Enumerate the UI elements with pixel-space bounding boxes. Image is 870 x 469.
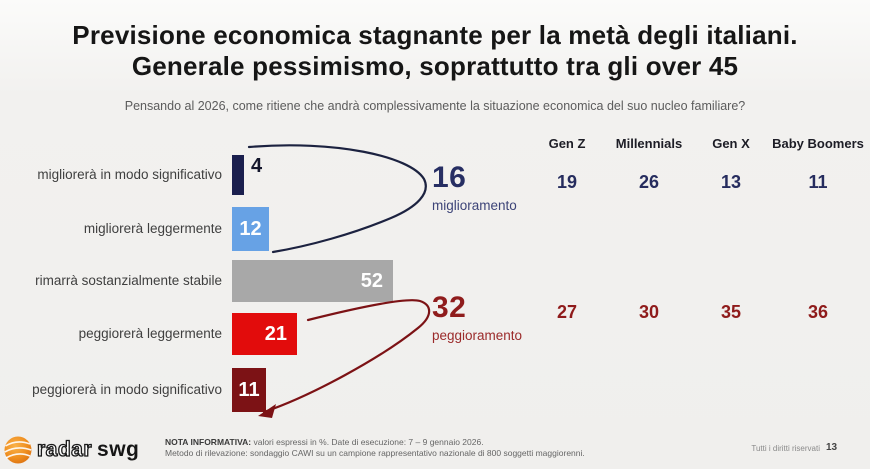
bar-value-label: 52 <box>360 269 383 292</box>
note-line2: Metodo di rilevazione: sondaggio CAWI su… <box>165 447 585 458</box>
note-line1: NOTA INFORMATIVA: valori espressi in %. … <box>165 437 685 448</box>
slide-title: Previsione economica stagnante per la me… <box>0 20 870 82</box>
generation-value-miglioramento: 19 <box>556 172 578 192</box>
footer: radar swg NOTA INFORMATIVA: valori espre… <box>0 430 870 469</box>
rights-text: Tutti i diritti riservati <box>751 444 820 453</box>
bar-category-label: migliorerà in modo significativo <box>37 167 222 182</box>
bar-value-label: 4 <box>251 155 263 177</box>
orange-globe-icon <box>4 436 32 464</box>
worsening-curve <box>262 299 431 414</box>
worsening-arrowhead <box>258 404 276 418</box>
radar-swg-logo: radar swg <box>3 435 139 465</box>
bar-category-label: rimarrà sostanzialmente stabile <box>35 273 222 288</box>
note-text1: valori espressi in %. Date di esecuzione… <box>253 437 484 447</box>
bar-segment: 11 <box>232 368 266 412</box>
bar-segment: 21 <box>232 313 297 355</box>
worsening-total: 32 <box>432 291 467 324</box>
bar-segment <box>232 155 244 195</box>
bar-value-label: 11 <box>238 378 260 401</box>
logo-radar-text: radar <box>36 437 93 461</box>
bar-segment: 12 <box>232 207 269 251</box>
bar-value-label: 21 <box>264 322 287 345</box>
bar-category-label: peggiorerà in modo significativo <box>32 382 222 397</box>
generation-column-header: Gen Z <box>548 136 586 151</box>
logo-wordmark: radar swg <box>36 437 140 462</box>
improvement-total: 16 <box>432 161 467 194</box>
generation-value-peggioramento: 36 <box>807 302 829 322</box>
logo-swg-text: swg <box>97 438 140 461</box>
bar-category-label: peggiorerà leggermente <box>78 326 222 341</box>
worsening-label: peggioramento <box>432 328 523 343</box>
worsening-aggregate: 32 peggioramento <box>432 291 522 343</box>
note-label: NOTA INFORMATIVA: <box>165 437 252 447</box>
slide-title-line2: Generale pessimismo, soprattutto tra gli… <box>131 51 739 81</box>
generation-value-peggioramento: 30 <box>638 302 660 322</box>
bar-category-label: migliorerà leggermente <box>83 221 222 236</box>
page-number: 13 <box>826 442 838 453</box>
generation-value-peggioramento: 35 <box>720 302 742 322</box>
methodology-note: NOTA INFORMATIVA: valori espressi in %. … <box>165 437 685 458</box>
bar-value-label: 12 <box>239 217 262 240</box>
generation-value-miglioramento: 13 <box>720 172 742 192</box>
generation-value-peggioramento: 27 <box>556 302 578 322</box>
generation-column-header: Baby Boomers <box>772 136 864 151</box>
improvement-curve <box>247 144 427 254</box>
generation-column-header: Millennials <box>615 136 683 151</box>
generation-value-miglioramento: 26 <box>638 172 660 192</box>
bar-segment: 52 <box>232 260 393 302</box>
improvement-aggregate: 16 miglioramento <box>432 161 517 213</box>
improvement-label: miglioramento <box>432 198 517 213</box>
slide-title-line1: Previsione economica stagnante per la me… <box>72 20 798 50</box>
generation-column-header: Gen X <box>712 136 750 151</box>
generation-value-miglioramento: 11 <box>808 172 828 192</box>
survey-question: Pensando al 2026, come ritiene che andrà… <box>124 99 746 113</box>
